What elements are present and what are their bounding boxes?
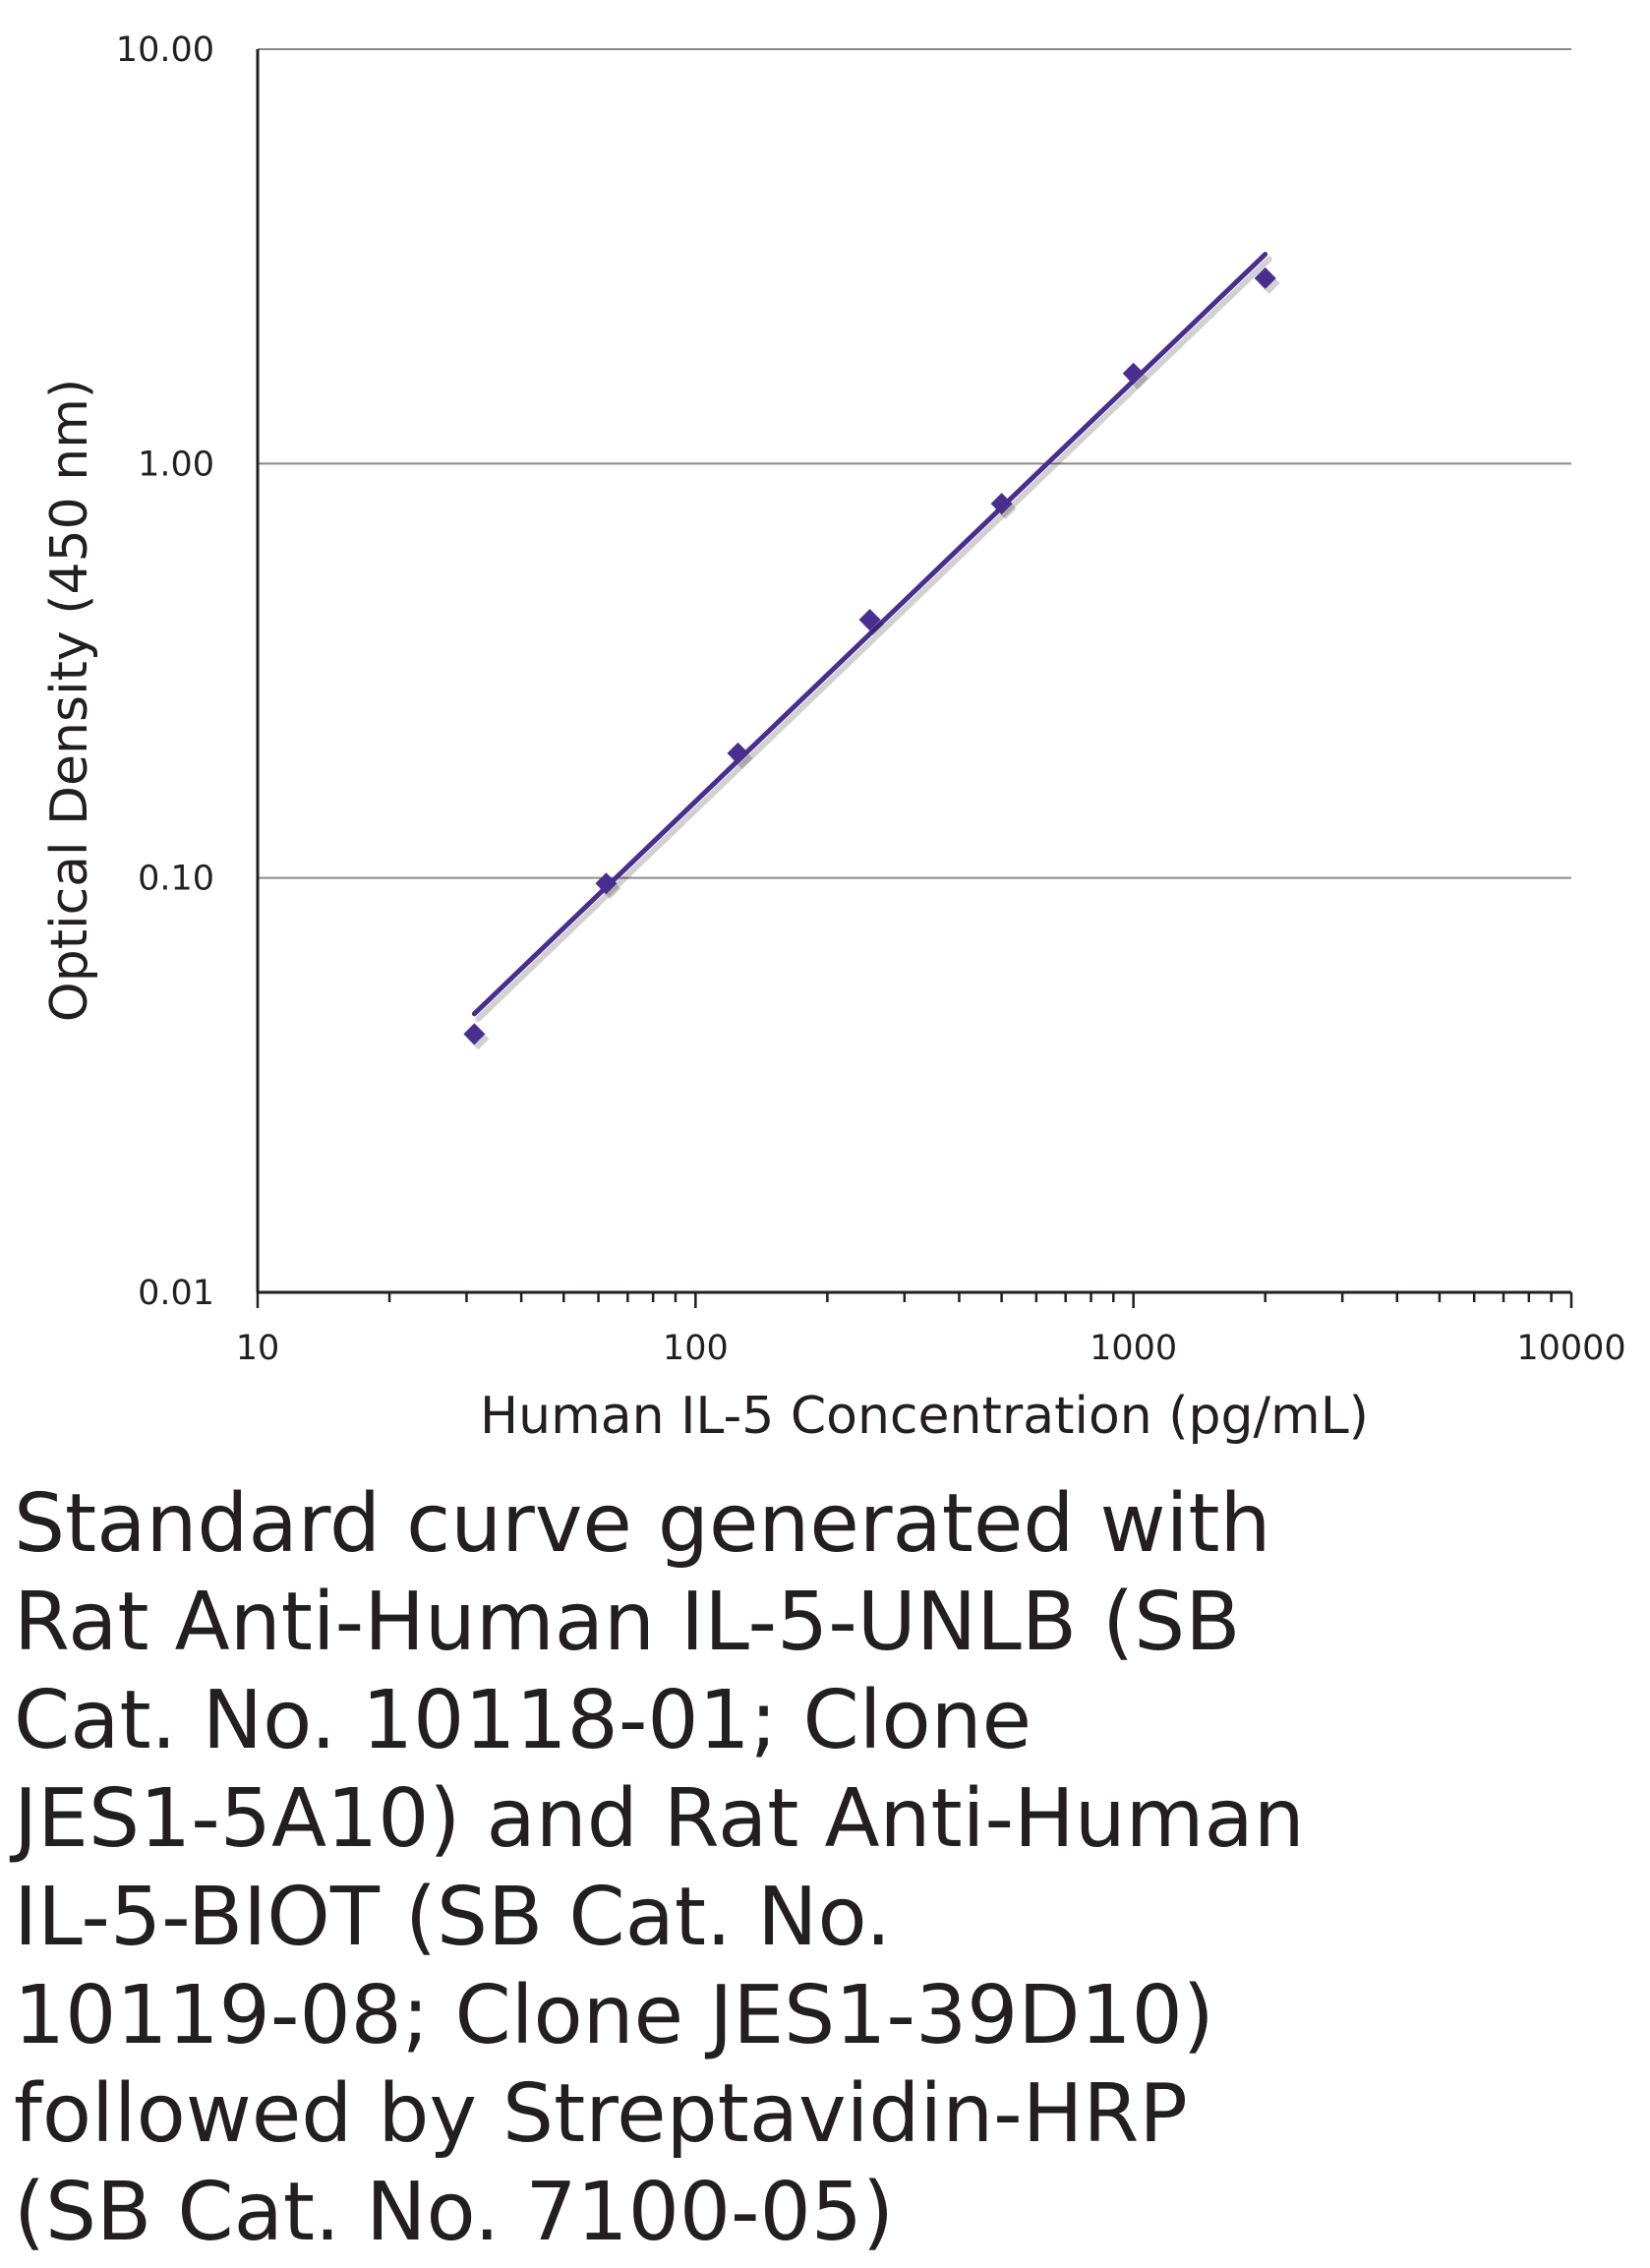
caption-line: JES1-5A10) and Rat Anti-Human xyxy=(14,1772,1305,1866)
y-axis-label: Optical Density (450 nm) xyxy=(40,379,99,1022)
x-tick-label: 1000 xyxy=(1090,1329,1177,1368)
data-point xyxy=(727,742,749,764)
data-point xyxy=(1122,362,1145,385)
gridlines xyxy=(258,48,1571,879)
figure-caption: Standard curve generated with Rat Anti-H… xyxy=(14,1475,1626,2262)
y-tick-labels: 0.01 0.10 1.00 10.00 xyxy=(116,30,214,1313)
x-tick-label: 100 xyxy=(663,1329,729,1368)
y-tick-label: 10.00 xyxy=(116,30,214,70)
caption-line: followed by Streptavidin-HRP xyxy=(14,2067,1188,2161)
caption-line: Standard curve generated with xyxy=(14,1477,1271,1571)
data-points xyxy=(463,267,1280,1050)
fit-line-layer xyxy=(471,251,1272,1022)
caption-line: Rat Anti-Human IL-5-UNLB (SB xyxy=(14,1576,1241,1669)
data-point xyxy=(990,493,1013,515)
caption-line: Cat. No. 10118-01; Clone xyxy=(14,1674,1032,1767)
x-tick-labels: 10 100 1000 10000 xyxy=(236,1329,1626,1368)
fit-line-shadow xyxy=(475,256,1272,1022)
data-point xyxy=(1254,267,1276,289)
data-point xyxy=(463,1023,486,1045)
y-tick-label: 1.00 xyxy=(138,445,214,484)
x-tick-label: 10000 xyxy=(1516,1329,1625,1368)
caption-line: IL-5-BIOT (SB Cat. No. xyxy=(14,1871,892,1964)
axes xyxy=(256,49,1573,1308)
y-tick-label: 0.01 xyxy=(138,1274,214,1313)
y-tick-label: 0.10 xyxy=(138,860,214,899)
caption-line: (SB Cat. No. 7100-05) xyxy=(14,2166,894,2259)
x-axis-label: Human IL-5 Concentration (pg/mL) xyxy=(480,1387,1369,1446)
fit-line xyxy=(471,251,1268,1017)
data-point xyxy=(858,609,881,631)
caption-line: 10119-08; Clone JES1-39D10) xyxy=(14,1969,1214,2062)
standard-curve-chart: 0.01 0.10 1.00 10.00 10 100 1000 10000 Optical… xyxy=(40,30,1626,1446)
x-tick-label: 10 xyxy=(236,1329,280,1368)
data-point xyxy=(595,872,618,895)
